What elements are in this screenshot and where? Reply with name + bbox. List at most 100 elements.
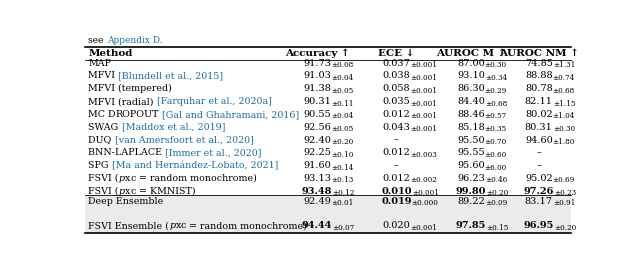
Text: 83.17: 83.17	[525, 197, 553, 206]
Text: ±0.15: ±0.15	[486, 224, 508, 232]
Text: ±0.08: ±0.08	[331, 61, 353, 69]
Text: 94.44: 94.44	[302, 221, 332, 230]
Text: 0.012: 0.012	[383, 110, 410, 119]
Text: p: p	[170, 221, 175, 230]
Text: ±0.20: ±0.20	[554, 224, 576, 232]
Text: 80.78: 80.78	[525, 84, 553, 93]
Text: 85.18: 85.18	[457, 123, 484, 132]
Text: MFVI (radial): MFVI (radial)	[88, 97, 157, 106]
Text: [van Amersfoort et al., 2020]: [van Amersfoort et al., 2020]	[115, 135, 253, 144]
Text: ±1.15: ±1.15	[553, 100, 575, 108]
Text: 88.46: 88.46	[457, 110, 484, 119]
Text: 95.55: 95.55	[457, 148, 484, 157]
Text: –: –	[536, 161, 541, 170]
Text: Deep Ensemble: Deep Ensemble	[88, 197, 164, 206]
Text: ±0.001: ±0.001	[410, 112, 437, 120]
Text: 0.010: 0.010	[381, 187, 412, 196]
Text: 91.38: 91.38	[303, 84, 331, 93]
Text: ±0.10: ±0.10	[331, 151, 353, 159]
Text: 87.00: 87.00	[457, 59, 484, 68]
Text: ±0.09: ±0.09	[484, 199, 507, 208]
Text: FSVI Ensemble (: FSVI Ensemble (	[88, 221, 170, 230]
Text: 91.60: 91.60	[303, 161, 331, 170]
Text: –: –	[394, 135, 399, 144]
Text: ±0.70: ±0.70	[484, 138, 507, 146]
Text: 0.012: 0.012	[383, 148, 410, 157]
Text: 97.85: 97.85	[456, 221, 486, 230]
Text: SPG: SPG	[88, 161, 112, 170]
Text: 93.48: 93.48	[302, 187, 332, 196]
Text: ±1.31: ±1.31	[553, 61, 575, 69]
Text: ±0.69: ±0.69	[553, 176, 575, 185]
Text: Appendix D.: Appendix D.	[107, 36, 163, 45]
Text: 0.019: 0.019	[381, 197, 412, 206]
Text: FSVI (: FSVI (	[88, 174, 119, 183]
Text: 0.043: 0.043	[383, 123, 410, 132]
Text: ±0.14: ±0.14	[331, 164, 353, 172]
Text: [Immer et al., 2020]: [Immer et al., 2020]	[165, 148, 262, 157]
Text: 92.56: 92.56	[303, 123, 331, 132]
Text: see: see	[88, 36, 107, 45]
Text: 0.058: 0.058	[383, 84, 410, 93]
Text: 0.037: 0.037	[383, 59, 410, 68]
Text: 92.40: 92.40	[303, 135, 331, 144]
Text: x: x	[175, 221, 181, 230]
Text: c: c	[131, 174, 136, 183]
Text: p: p	[119, 174, 125, 183]
Text: ±0.30: ±0.30	[484, 61, 507, 69]
Text: ±0.002: ±0.002	[410, 176, 437, 185]
Text: ±0.04: ±0.04	[331, 112, 353, 120]
Text: ±1.80: ±1.80	[553, 138, 575, 146]
Text: ±0.05: ±0.05	[331, 87, 353, 95]
Text: Method: Method	[88, 49, 133, 58]
Text: MAP: MAP	[88, 59, 111, 68]
Text: –: –	[394, 161, 399, 170]
Text: 88.88: 88.88	[525, 72, 552, 81]
Text: AUROC M ↑: AUROC M ↑	[436, 49, 506, 58]
Text: 93.10: 93.10	[457, 72, 484, 81]
Text: 97.26: 97.26	[524, 187, 554, 196]
Text: 74.85: 74.85	[525, 59, 553, 68]
Text: c: c	[131, 187, 136, 196]
Text: FSVI (: FSVI (	[88, 187, 119, 196]
Text: 80.31: 80.31	[525, 123, 553, 132]
Text: ±0.68: ±0.68	[484, 100, 507, 108]
Text: = random monochrome): = random monochrome)	[136, 174, 257, 183]
Text: 95.02: 95.02	[525, 174, 553, 183]
Text: 93.13: 93.13	[303, 174, 331, 183]
Text: ECE ↓: ECE ↓	[378, 49, 415, 58]
Text: = KMNIST): = KMNIST)	[136, 187, 195, 196]
Text: ±0.34: ±0.34	[484, 74, 507, 82]
Text: 91.73: 91.73	[303, 59, 331, 68]
Text: ±0.001: ±0.001	[410, 100, 437, 108]
Text: ±0.20: ±0.20	[331, 138, 353, 146]
Text: MFVI (tempered): MFVI (tempered)	[88, 84, 172, 93]
Text: ROPOUT: ROPOUT	[116, 110, 159, 119]
Text: ±0.000: ±0.000	[412, 199, 438, 208]
Text: 84.40: 84.40	[457, 97, 484, 106]
Text: ±0.12: ±0.12	[332, 189, 355, 197]
Text: BNN-LAPLACE: BNN-LAPLACE	[88, 148, 165, 157]
Text: ±0.91: ±0.91	[553, 199, 575, 208]
Text: 0.020: 0.020	[383, 221, 410, 230]
Text: ±0.13: ±0.13	[331, 176, 353, 185]
Text: 95.50: 95.50	[457, 135, 484, 144]
Text: 95.60: 95.60	[457, 161, 484, 170]
Text: ±0.001: ±0.001	[410, 87, 437, 95]
Text: –: –	[536, 148, 541, 157]
Text: ±1.04: ±1.04	[553, 112, 575, 120]
Text: 92.25: 92.25	[303, 148, 331, 157]
Text: [Farquhar et al., 2020a]: [Farquhar et al., 2020a]	[157, 97, 272, 106]
Text: [Gal and Ghahramani, 2016]: [Gal and Ghahramani, 2016]	[163, 110, 300, 119]
Text: = random monochrome): = random monochrome)	[186, 221, 307, 230]
Text: [Blundell et al., 2015]: [Blundell et al., 2015]	[118, 72, 223, 81]
Text: ±0.57: ±0.57	[484, 112, 507, 120]
Text: p: p	[119, 187, 125, 196]
Text: MC D: MC D	[88, 110, 116, 119]
Text: ±0.23: ±0.23	[554, 189, 576, 197]
Text: 91.03: 91.03	[303, 72, 331, 81]
Text: ±0.74: ±0.74	[552, 74, 575, 82]
Text: 99.80: 99.80	[456, 187, 486, 196]
Text: ±0.001: ±0.001	[410, 125, 437, 133]
Text: c: c	[181, 221, 186, 230]
